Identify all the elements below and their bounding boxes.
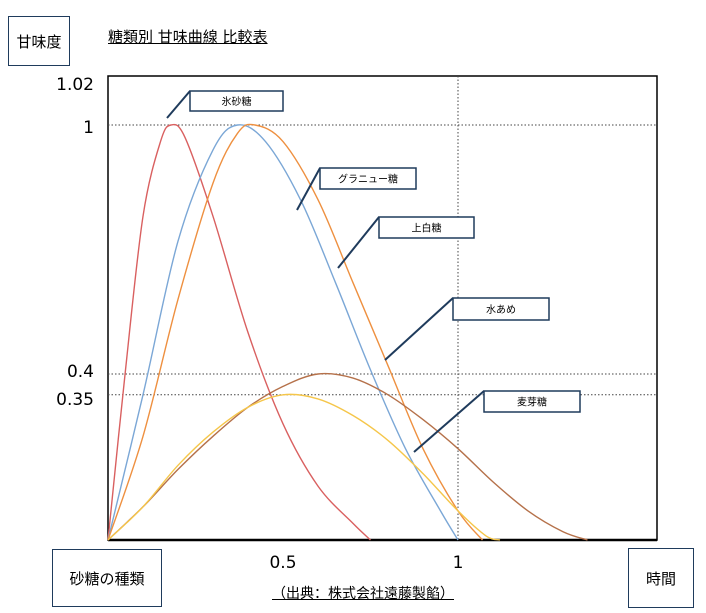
callout-box-3 bbox=[452, 297, 550, 321]
plot-frame bbox=[107, 75, 658, 541]
y-tick-label-1: 1 bbox=[83, 118, 94, 138]
x-tick-label-0: 0.5 bbox=[269, 553, 296, 573]
callout-label-3: 水あめ bbox=[486, 304, 516, 316]
callout-leader-4 bbox=[413, 390, 485, 453]
chart-title: 糖類別 甘味曲線 比較表 bbox=[108, 28, 268, 46]
callout-box-4 bbox=[483, 390, 581, 413]
legend-label: 砂糖の種類 bbox=[69, 569, 145, 588]
legend-label-box: 砂糖の種類 bbox=[52, 549, 162, 607]
callout-leader-0 bbox=[166, 90, 191, 119]
y-axis-label-box: 甘味度 bbox=[8, 16, 70, 66]
callout-label-1: グラニュー糖 bbox=[338, 173, 398, 186]
callout-leader-1 bbox=[296, 167, 321, 211]
y-tick-label-3: 0.35 bbox=[56, 390, 94, 410]
series-line-1 bbox=[107, 124, 459, 541]
x-axis-label-box: 時間 bbox=[628, 548, 694, 608]
x-tick-label-1: 1 bbox=[453, 553, 464, 573]
callout-box-0 bbox=[189, 90, 284, 112]
callout-box-2 bbox=[378, 216, 475, 239]
callout-label-4: 麦芽糖 bbox=[517, 396, 547, 409]
callout-label-2: 上白糖 bbox=[412, 222, 442, 235]
callout-label-0: 氷砂糖 bbox=[222, 95, 252, 108]
series-line-2 bbox=[107, 123, 484, 541]
callout-box-1 bbox=[319, 167, 417, 190]
callout-leader-2 bbox=[337, 216, 380, 269]
y-axis-label: 甘味度 bbox=[16, 32, 62, 51]
callout-leader-3 bbox=[384, 297, 454, 361]
series-line-0 bbox=[107, 123, 371, 541]
series-line-3 bbox=[107, 372, 588, 541]
y-tick-label-2: 0.4 bbox=[67, 362, 94, 382]
x-axis-label: 時間 bbox=[645, 569, 676, 588]
source-citation: （出典：株式会社遠藤製餡） bbox=[272, 586, 454, 602]
series-line-4 bbox=[107, 393, 501, 541]
y-tick-label-0: 1.02 bbox=[56, 75, 94, 95]
